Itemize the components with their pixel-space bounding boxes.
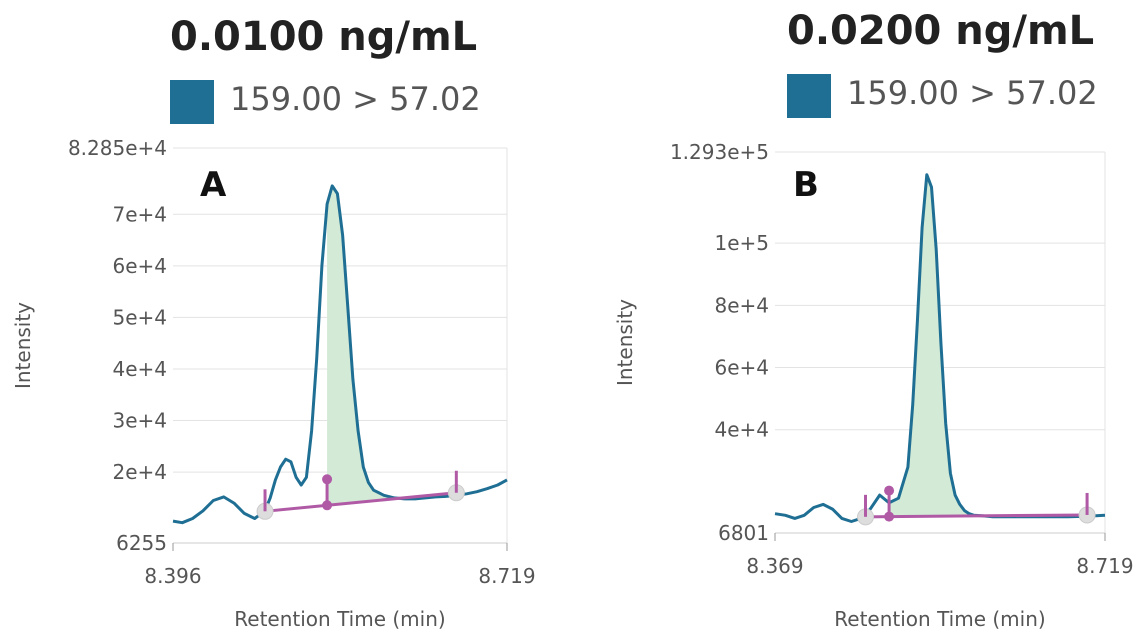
y-tick-label: 2e+4 bbox=[112, 460, 167, 484]
integration-split-top bbox=[884, 485, 895, 496]
chart-panel-b: 0.0200 ng/mL 159.00 > 57.02 6801 4e+4 6e+4… bbox=[575, 0, 1139, 632]
panel-letter: A bbox=[200, 165, 227, 205]
integration-split-bottom bbox=[322, 500, 333, 511]
y-axis-title: Intensity bbox=[613, 299, 637, 386]
y-axis-title: Intensity bbox=[11, 302, 35, 389]
integration-split-bottom bbox=[884, 511, 895, 522]
y-tick-label: 6255 bbox=[116, 531, 167, 555]
y-tick-label: 8.285e+4 bbox=[68, 136, 167, 160]
y-tick-label: 8e+4 bbox=[714, 293, 769, 317]
y-tick-label: 7e+4 bbox=[112, 202, 167, 226]
x-tick-label: 8.369 bbox=[746, 554, 803, 578]
integration-baseline bbox=[865, 513, 1088, 519]
chromatogram-plot: 6801 4e+4 6e+4 8e+4 1e+5 1.293e+5 8.369 8.719 Re… bbox=[613, 140, 1134, 631]
y-tick-label: 3e+4 bbox=[112, 409, 167, 433]
y-tick-label: 1e+5 bbox=[714, 231, 769, 255]
y-tick-label: 6e+4 bbox=[714, 356, 769, 380]
peak-area bbox=[889, 174, 1088, 517]
legend-swatch bbox=[170, 80, 214, 124]
legend-label: 159.00 > 57.02 bbox=[230, 80, 481, 118]
integration-baseline bbox=[264, 491, 457, 513]
x-axis-title: Retention Time (min) bbox=[234, 607, 445, 631]
x-tick-label: 8.719 bbox=[1076, 554, 1133, 578]
chart-title: 0.0100 ng/mL bbox=[170, 14, 478, 60]
y-tick-label: 6801 bbox=[718, 521, 769, 545]
peak-area bbox=[327, 185, 457, 506]
y-tick-label: 6e+4 bbox=[112, 254, 167, 278]
panel-letter: B bbox=[793, 165, 819, 205]
x-axis-title: Retention Time (min) bbox=[834, 607, 1045, 631]
legend-swatch bbox=[787, 74, 831, 118]
chart-title: 0.0200 ng/mL bbox=[787, 8, 1095, 54]
integration-split-top bbox=[322, 474, 333, 485]
x-tick-label: 8.719 bbox=[478, 564, 535, 588]
chromatogram-plot: 6255 2e+4 3e+4 4e+4 5e+4 6e+4 7e+4 8.285e+4 8.39… bbox=[11, 136, 536, 631]
y-tick-label: 1.293e+5 bbox=[670, 140, 769, 164]
y-tick-label: 4e+4 bbox=[714, 418, 769, 442]
legend-label: 159.00 > 57.02 bbox=[847, 74, 1098, 112]
y-tick-label: 5e+4 bbox=[112, 305, 167, 329]
x-tick-label: 8.396 bbox=[144, 564, 201, 588]
series-line bbox=[172, 184, 508, 525]
chart-panel-a: 0.0100 ng/mL 159.00 > 57.02 6255 2e+4 3e+4… bbox=[0, 0, 560, 632]
y-tick-label: 4e+4 bbox=[112, 357, 167, 381]
